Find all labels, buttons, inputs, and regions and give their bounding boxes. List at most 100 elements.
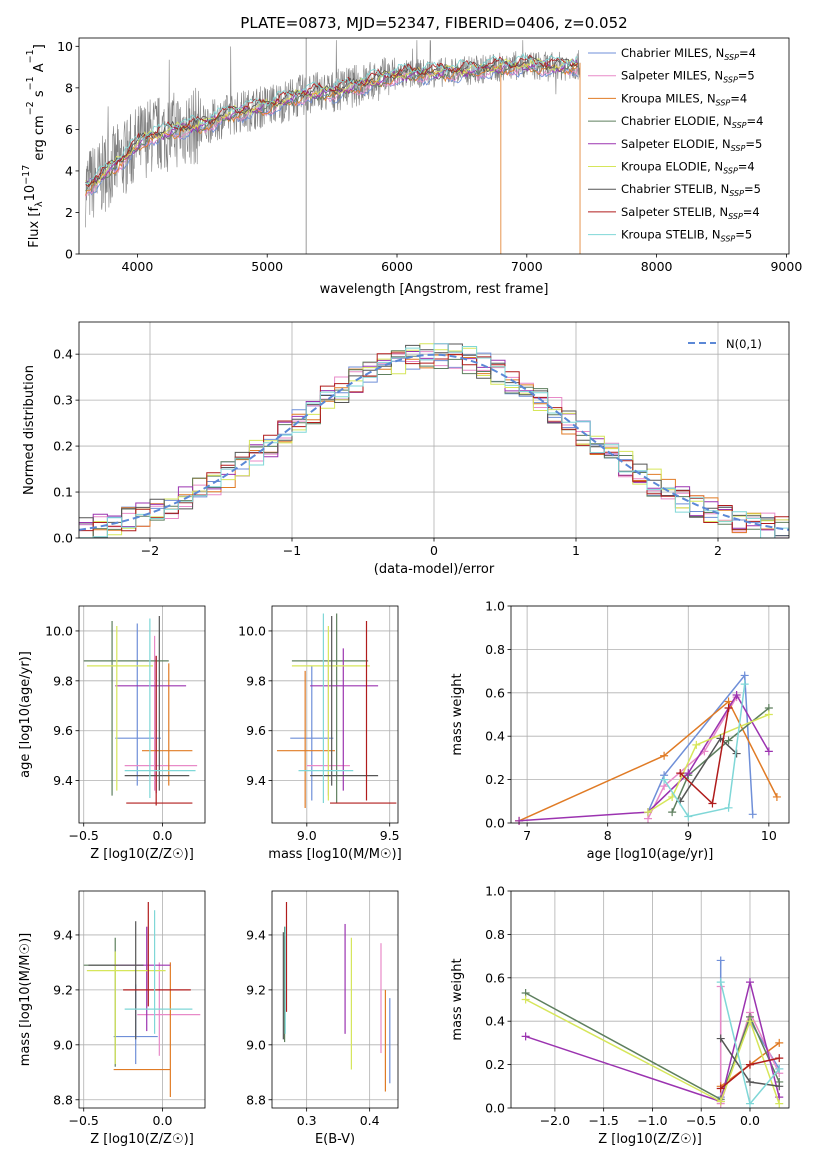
x-axis-label: Z [log10(Z/Z☉)] — [90, 1132, 194, 1147]
x-axis-label: Z [log10(Z/Z☉)] — [90, 847, 194, 862]
x-tick-label: −2 — [141, 543, 159, 558]
panel-age-vs-mass — [268, 606, 398, 827]
series-marker — [668, 808, 677, 817]
x-tick-label: −1.5 — [588, 1113, 618, 1128]
y-tick-label: 9.4 — [53, 927, 73, 942]
series-marker — [716, 1097, 725, 1106]
x-tick-label: 0 — [430, 543, 438, 558]
panel-mass-vs-Z — [75, 891, 205, 1112]
y-axis-label: mass weight — [450, 958, 465, 1040]
series-line-2 — [518, 700, 778, 822]
legend-label: Salpeter MILES, NSSP=5 — [621, 69, 755, 85]
y-tick-label: 10.0 — [45, 623, 73, 638]
series-marker — [748, 810, 757, 819]
y-tick-label: 0.2 — [485, 1057, 505, 1072]
y-tick-label: 0.0 — [485, 816, 505, 831]
x-tick-label: 0.0 — [153, 1113, 173, 1128]
y-tick-label: 8.8 — [246, 1092, 266, 1107]
y-tick-label: 8 — [65, 80, 73, 95]
series-marker — [684, 769, 693, 778]
x-axis-label: Z [log10(Z/Z☉)] — [598, 1132, 702, 1147]
panel-residuals — [75, 322, 790, 542]
legend-label: Kroupa ELODIE, NSSP=4 — [621, 160, 755, 176]
series-marker — [775, 1054, 784, 1063]
axes-frame — [78, 37, 790, 255]
x-tick-label: −0.5 — [69, 1113, 99, 1128]
observed-spectrum — [85, 39, 581, 228]
series-marker — [745, 978, 754, 987]
axes-frame — [78, 605, 206, 824]
legend-label: Chabrier MILES, NSSP=4 — [621, 46, 756, 62]
y-tick-label: 0.4 — [485, 1014, 505, 1029]
y-tick-label: 9.4 — [246, 927, 266, 942]
panel-age-vs-Z — [75, 606, 205, 827]
series-marker — [724, 736, 733, 745]
panel-mass-weight-vs-Z — [507, 890, 789, 1112]
y-tick-label: 2 — [65, 205, 73, 220]
series-marker — [732, 690, 741, 699]
x-tick-label: 10 — [761, 828, 777, 843]
axes-frame — [78, 890, 206, 1109]
y-tick-label: 9.8 — [53, 673, 73, 688]
series-marker — [521, 995, 530, 1004]
y-tick-label: 10 — [57, 39, 73, 54]
series-marker — [745, 1060, 754, 1069]
model-fit-8 — [85, 52, 578, 185]
y-axis-label: Flux [fλ10−17 erg cm−2 s−1 A−1] — [21, 44, 47, 248]
figure-title: PLATE=0873, MJD=52347, FIBERID=0406, z=0… — [240, 14, 627, 32]
y-tick-label: 0.4 — [53, 347, 73, 362]
series-marker — [716, 978, 725, 987]
series-line-3 — [525, 992, 780, 1101]
series-line-1 — [647, 696, 738, 820]
series-marker — [716, 1084, 725, 1093]
axes-frame — [510, 890, 790, 1109]
y-tick-label: 0.0 — [53, 531, 73, 546]
y-tick-label: 9.2 — [246, 982, 266, 997]
series-marker — [643, 808, 652, 817]
series-marker — [745, 1077, 754, 1086]
x-tick-label: 6000 — [381, 259, 413, 274]
y-tick-label: 0.3 — [53, 393, 73, 408]
y-tick-label: 9.2 — [53, 982, 73, 997]
series-marker — [745, 1099, 754, 1108]
x-tick-label: −0.5 — [686, 1113, 716, 1128]
y-tick-label: 9.6 — [246, 723, 266, 738]
x-tick-label: 8 — [604, 828, 612, 843]
x-axis-label: mass [log10(M/M☉)] — [268, 847, 401, 862]
y-axis-label: mass [log10(M/M☉)] — [18, 933, 33, 1066]
y-tick-label: 0.2 — [485, 772, 505, 787]
series-marker — [772, 792, 781, 801]
y-tick-label: 9.4 — [246, 773, 266, 788]
y-tick-label: 0.6 — [485, 970, 505, 985]
y-tick-label: 10.0 — [238, 623, 266, 638]
y-tick-label: 4 — [65, 163, 73, 178]
histogram-8 — [79, 343, 789, 538]
axes-frame — [271, 890, 399, 1109]
x-tick-label: −0.5 — [69, 828, 99, 843]
y-axis-label: Normed distribution — [22, 365, 37, 495]
x-tick-label: −2.0 — [540, 1113, 570, 1128]
model-fit-7 — [85, 55, 578, 188]
series-line-8 — [663, 684, 746, 818]
model-fit-4 — [85, 58, 579, 184]
y-tick-label: 9.6 — [53, 723, 73, 738]
legend-label: N(0,1) — [726, 337, 762, 351]
y-tick-label: 9.8 — [246, 673, 266, 688]
series-marker — [684, 812, 693, 821]
panel-spectrum — [75, 38, 787, 258]
y-tick-label: 0.6 — [485, 685, 505, 700]
series-marker — [724, 803, 733, 812]
y-tick-label: 6 — [65, 122, 73, 137]
series-marker — [764, 747, 773, 756]
x-tick-label: 9.5 — [380, 828, 400, 843]
x-tick-label: 8000 — [641, 259, 673, 274]
x-tick-label: 7 — [523, 828, 531, 843]
legend-label: Kroupa MILES, NSSP=4 — [621, 91, 747, 107]
series-marker — [775, 1064, 784, 1073]
series-marker — [716, 956, 725, 965]
series-marker — [692, 740, 701, 749]
axes-frame — [510, 605, 790, 824]
x-tick-label: 9000 — [770, 259, 802, 274]
x-tick-label: 0.0 — [153, 828, 173, 843]
y-tick-label: 8.8 — [53, 1092, 73, 1107]
